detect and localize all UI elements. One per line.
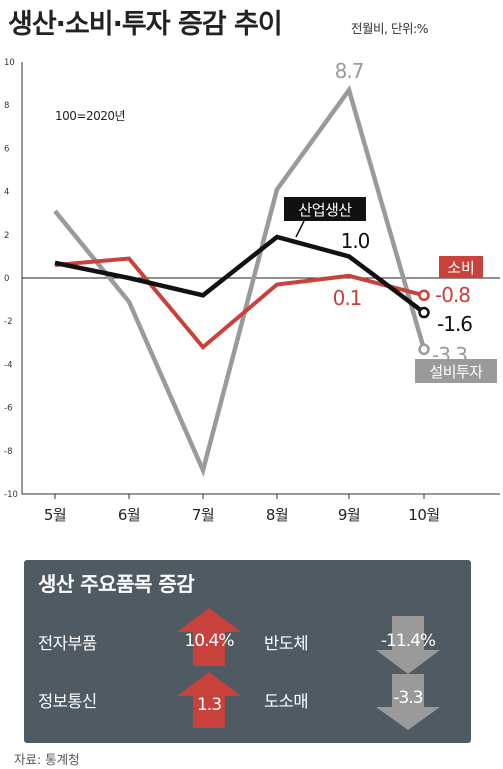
down-arrow-icon: -3.3 [376,674,440,730]
y-tick-label: -10 [4,490,18,500]
y-tick-label: 10 [4,58,15,68]
item-label-electronic-parts: 전자부품 [38,634,97,653]
y-tick-label: -4 [4,360,12,370]
data-label-consumption-sep: 0.1 [333,286,362,310]
y-tick-label: 8 [4,101,9,111]
y-tick-label: -8 [4,447,12,457]
x-tick-label: 10월 [408,506,439,524]
source-note: 자료: 통계청 [14,752,80,767]
data-label-production-sep: 1.0 [341,229,370,253]
x-tick-label: 9월 [338,506,360,524]
line-chart: 10 8 6 4 2 0 -2 -4 -6 -8 -10 5월 6월 7월 8월 9월 10월 100=2020년… [4,58,500,524]
base-note: 100=2020년 [55,109,125,123]
panel-title: 생산 주요품목 증감 [38,572,195,596]
series-end-point [418,343,430,356]
item-value-semiconductor: -11.4% [380,631,436,651]
x-tick-label: 6월 [118,506,140,524]
y-tick-label: 0 [4,274,9,284]
item-label-semiconductor: 반도체 [264,634,309,653]
item-label-wholesale-retail: 도소매 [264,692,309,711]
series-end-point [418,306,430,319]
series-label-box [284,197,366,221]
up-arrow-icon: 10.4% [177,608,241,666]
down-arrow-icon: -11.4% [376,616,440,674]
data-label-consumption-last: -0.8 [435,283,470,307]
up-arrow-icon: 1.3 [177,672,241,728]
unit-note: 전월비, 단위:% [351,21,429,36]
x-tick-label: 8월 [266,506,288,524]
x-tick-label: 7월 [192,506,214,524]
item-label-ict: 정보통신 [38,692,97,711]
series-label-production: 산업생산 [298,201,352,219]
items-panel: 생산 주요품목 증감 전자부품 10.4% 반도체 -11.4% 정보통신 1.… [24,560,471,743]
y-tick-label: 4 [4,188,9,198]
y-tick-label: 2 [4,231,9,241]
series-label-box [415,359,497,383]
chart-title: 생산·소비·투자 증감 추이 [8,9,283,40]
y-tick-label: 6 [4,144,9,154]
data-label-production-last: -1.6 [437,312,472,336]
series-line [54,234,426,315]
item-value-wholesale-retail: -3.3 [393,688,423,708]
y-tick-label: -2 [4,317,12,327]
item-value-electronic-parts: 10.4% [184,631,234,651]
series-label-consumption: 소비 [447,259,475,277]
series-label-pointer [295,220,305,238]
item-value-ict: 1.3 [196,695,222,715]
series-label-investment: 설비투자 [429,363,483,381]
data-label-investment-peak: 8.7 [335,59,364,83]
series-label-box [439,256,483,278]
series-line [54,256,425,350]
series-end-point [418,289,430,302]
x-tick-label: 5월 [44,506,66,524]
y-tick-label: -6 [4,404,12,414]
series-line [53,85,427,478]
